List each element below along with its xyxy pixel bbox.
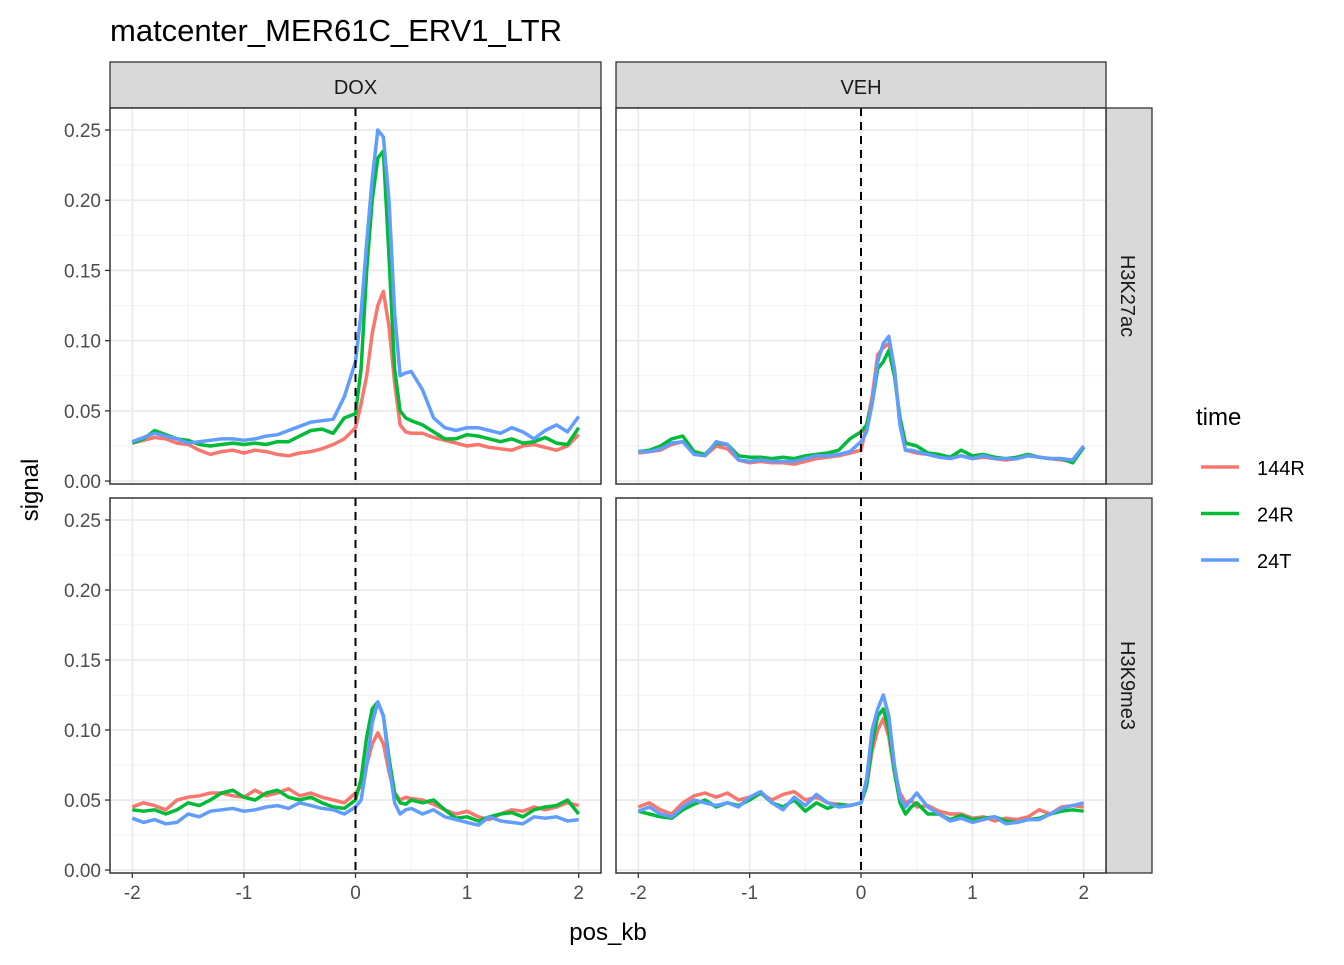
panel-border — [109, 107, 602, 485]
facet-strip-h3k27ac — [1105, 107, 1153, 485]
y-tick-label: 0.15 — [64, 261, 101, 282]
facet-strip-label: H3K27ac — [1116, 255, 1138, 337]
legend-label: 24T — [1257, 551, 1291, 573]
y-tick-label: 0.10 — [64, 332, 101, 353]
x-tick-label: -1 — [235, 883, 252, 904]
x-tick-label: 2 — [1078, 883, 1089, 904]
facet-strip-label: H3K9me3 — [1116, 641, 1138, 730]
facet-strip-label: VEH — [840, 77, 881, 99]
x-tick-label: -2 — [630, 883, 647, 904]
y-tick-label: 0.20 — [64, 191, 101, 212]
legend: time 144R 24R 24T — [1196, 404, 1305, 573]
legend-label: 24R — [1257, 505, 1294, 527]
x-tick-label: 1 — [967, 883, 978, 904]
panel-veh-h3k9me3: -2 -1 0 1 2 — [615, 497, 1107, 904]
series-line-144r — [131, 289, 580, 458]
panel-dox-h3k9me3: 0.00 0.05 0.10 0.15 0.20 0.25 -2 -1 0 1 2 — [64, 497, 602, 904]
y-tick-label: 0.10 — [64, 721, 101, 742]
facet-strip-h3k9me3 — [1105, 497, 1153, 874]
facet-strip-veh — [615, 61, 1107, 109]
series-line-24t — [638, 334, 1086, 464]
y-tick-label: 0.15 — [64, 651, 101, 672]
y-axis-label: signal — [17, 459, 44, 522]
y-tick-label: 0.25 — [64, 121, 101, 142]
series-line-24r — [131, 149, 581, 448]
x-tick-label: 1 — [462, 883, 473, 904]
chart-title: matcenter_MER61C_ERV1_LTR — [110, 13, 562, 48]
panel-border — [615, 107, 1107, 485]
x-tick-label: 0 — [350, 883, 361, 904]
facet-strip-dox — [109, 61, 602, 109]
x-tick-label: 0 — [856, 883, 867, 904]
panel-veh-h3k27ac — [615, 107, 1107, 485]
series-line-24t — [131, 700, 579, 827]
y-tick-label: 0.05 — [64, 402, 101, 423]
panel-dox-h3k27ac: 0.00 0.05 0.10 0.15 0.20 0.25 — [64, 107, 602, 493]
x-tick-label: -1 — [741, 883, 758, 904]
series-line-24t — [637, 693, 1085, 826]
x-tick-label: 2 — [573, 883, 584, 904]
y-tick-label: 0.20 — [64, 581, 101, 602]
legend-title: time — [1196, 404, 1241, 431]
y-tick-label: 0.00 — [64, 861, 101, 882]
y-tick-label: 0.25 — [64, 511, 101, 532]
x-axis-label: pos_kb — [569, 919, 646, 946]
facet-strip-label: DOX — [334, 77, 377, 99]
series-line-24r — [132, 700, 581, 823]
series-line-24t — [131, 128, 581, 445]
y-tick-label: 0.00 — [64, 472, 101, 493]
y-tick-label: 0.05 — [64, 791, 101, 812]
legend-label: 144R — [1257, 458, 1305, 480]
x-tick-label: -2 — [124, 883, 141, 904]
